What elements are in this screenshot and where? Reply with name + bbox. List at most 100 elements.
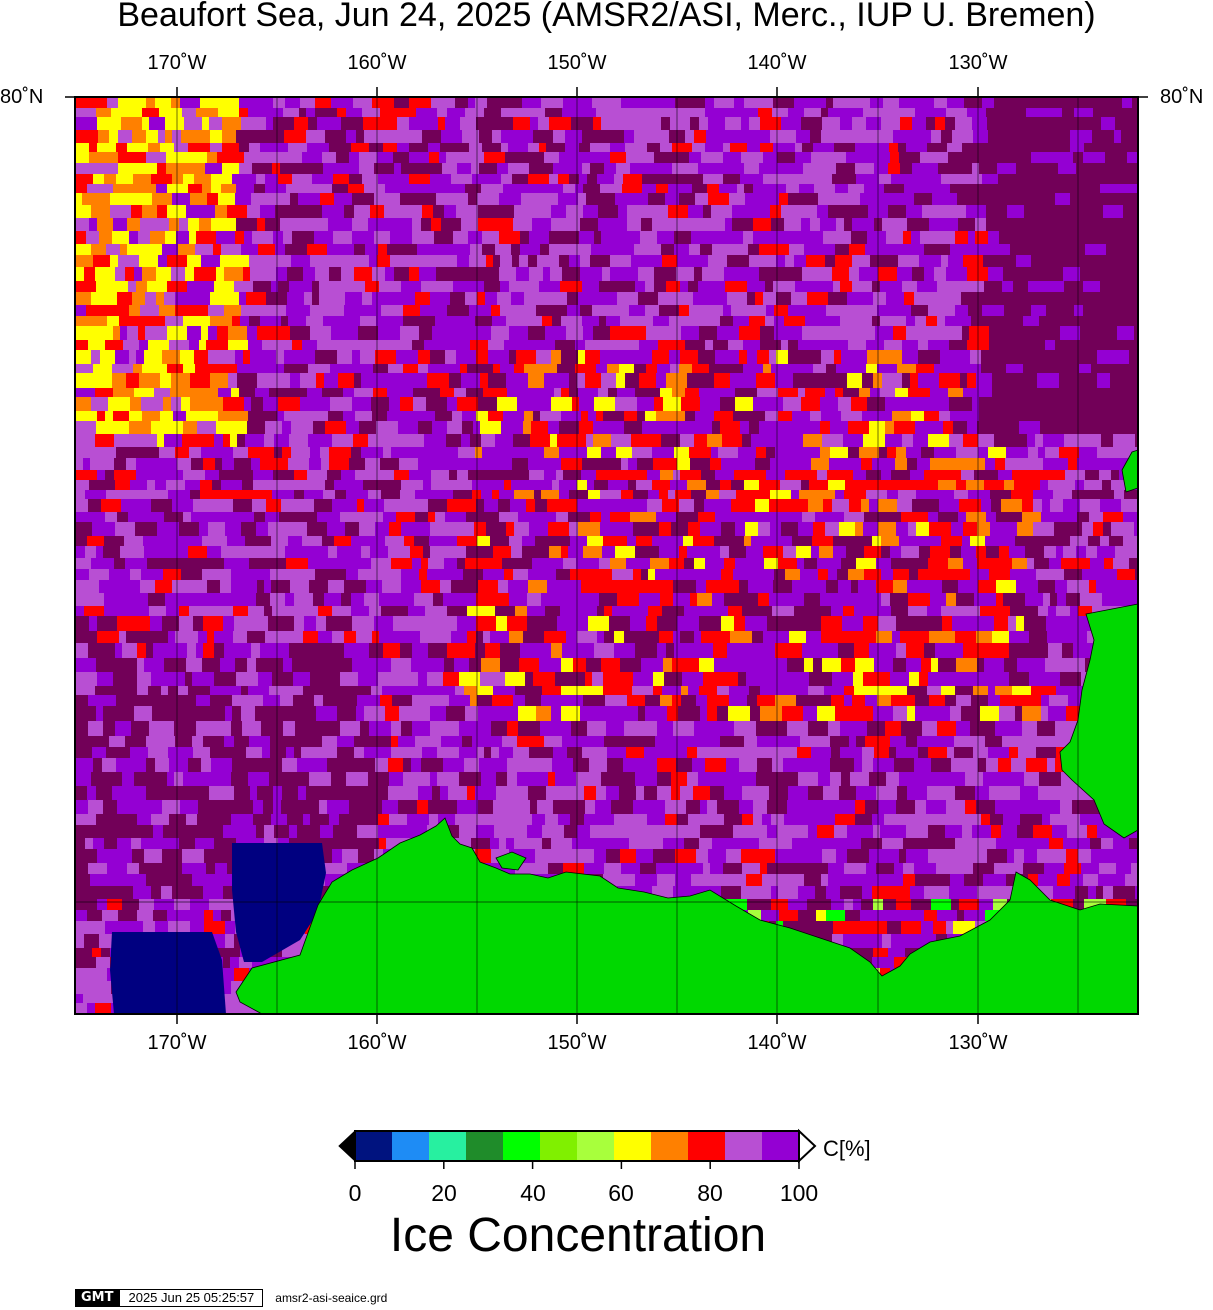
ice-cell [1020,267,1042,281]
ice-cell [337,350,352,364]
ice-cell [124,874,132,886]
ice-cell [84,267,95,281]
ice-cell [115,643,122,658]
ice-cell [82,193,92,205]
ice-cell [931,480,938,490]
ice-cell [75,388,95,397]
ice-cell [832,174,848,184]
ice-cell [401,388,413,397]
ice-cell [1123,522,1134,536]
ice-cell [673,631,680,643]
ice-cell [699,838,712,849]
ice-cell [961,706,980,721]
ice-cell [875,326,893,340]
ice-cell [115,522,135,536]
ice-cell [97,672,113,686]
ice-cell [125,267,134,281]
ice-cell [90,874,100,886]
ice-cell [545,108,562,117]
ice-cell [88,721,103,736]
ice-cell [679,499,694,512]
ice-cell [140,305,159,316]
ice-cell [1022,706,1041,721]
ice-cell [478,706,499,721]
ice-cell [323,490,335,499]
ice-cell [459,772,481,786]
ice-cell [599,747,607,758]
ice-cell [851,580,858,593]
ice-cell [1023,863,1044,874]
ice-cell [207,580,220,593]
ice-cell [555,672,566,686]
ice-cell [1028,447,1038,458]
ice-cell [613,874,635,886]
ice-cell [635,281,645,292]
ice-cell [804,874,813,886]
ice-cell [835,255,852,267]
ice-cell [1006,786,1020,800]
ice-cell [566,205,583,218]
ice-cell [858,580,876,593]
ice-cell [96,281,113,292]
ice-cell [105,340,123,350]
ice-cell [863,143,876,152]
ice-cell [702,267,724,281]
ice-cell [1076,350,1097,364]
ice-cell [152,863,162,874]
ice-cell [212,499,233,512]
ice-cell [471,838,490,849]
ice-cell [936,736,954,747]
ice-cell [110,849,132,863]
ice-cell [710,786,724,800]
ice-cell [271,152,280,163]
ice-cell [186,814,197,825]
ice-cell [210,316,232,326]
ice-cell [173,672,185,686]
ice-cell [1034,397,1041,411]
ice-cell [549,117,571,130]
ice-cell [1091,849,1113,863]
ice-cell [553,130,565,143]
ice-cell [323,163,340,174]
ice-cell [701,470,715,480]
ice-cell [286,184,303,193]
ice-cell [564,786,584,800]
ice-cell [821,130,838,143]
ice-cell [773,281,795,292]
ice-cell [755,499,769,512]
ice-cell [155,97,171,108]
ice-cell [97,512,105,522]
ice-cell [1080,326,1101,340]
ice-cell [929,218,945,231]
ice-cell [485,292,497,305]
ice-cell [585,569,597,580]
ice-cell [183,874,192,886]
ice-cell [893,580,907,593]
ice-cell [520,231,529,244]
ice-cell [906,658,921,672]
ice-cell [513,117,530,130]
ice-cell [1043,97,1052,108]
ice-cell [978,758,986,772]
ice-cell [264,434,274,447]
ice-cell [1070,874,1083,886]
ice-cell [75,458,83,470]
ice-cell [114,470,136,480]
ice-cell [130,747,148,758]
ice-cell [390,255,404,267]
ice-cell [960,606,980,616]
ice-cell [1049,838,1063,849]
ice-cell [848,874,865,886]
ice-cell [561,695,583,706]
ice-cell [970,721,987,736]
ice-cell [854,643,869,658]
ice-cell [1059,447,1070,458]
ice-cell [662,606,684,616]
ice-cell [340,721,360,736]
ice-cell [478,205,496,218]
ice-cell [635,643,657,658]
ice-cell [161,686,168,695]
ice-cell [974,388,992,397]
ice-cell [1110,373,1131,388]
ice-cell [617,747,626,758]
